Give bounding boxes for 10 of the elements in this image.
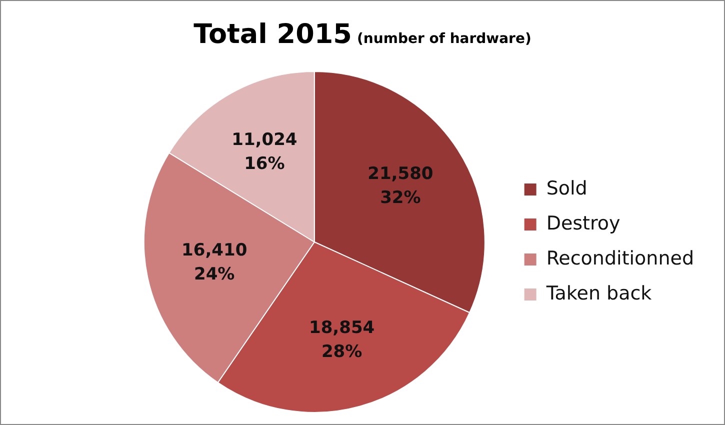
- data-label: 21,580 32%: [368, 164, 434, 208]
- legend-label: Destroy: [546, 212, 620, 234]
- chart-title: Total 2015: [194, 19, 352, 50]
- data-label: 18,854 28%: [308, 318, 375, 362]
- legend-label: Sold: [546, 177, 588, 200]
- legend-label: Taken back: [545, 282, 652, 304]
- data-label: 11,024 16%: [232, 130, 298, 174]
- legend-label: Reconditionned: [546, 247, 694, 270]
- chart-subtitle: (number of hardware): [357, 31, 532, 47]
- data-label: 16,410 24%: [182, 240, 248, 285]
